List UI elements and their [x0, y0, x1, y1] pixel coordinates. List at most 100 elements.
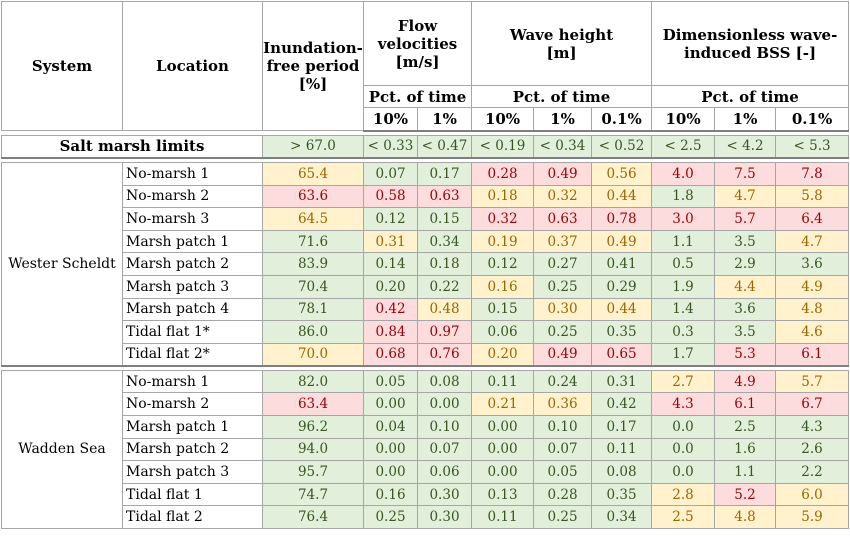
- value-cell: 0.07: [363, 162, 418, 186]
- location-cell: Marsh patch 2: [122, 252, 263, 276]
- value-cell: 4.3: [775, 415, 850, 439]
- value-cell: 0.12: [363, 207, 418, 231]
- value-cell: 6.1: [775, 342, 850, 367]
- value-cell: 63.6: [262, 184, 364, 209]
- pct-flow-1: 1%: [416, 107, 473, 132]
- value-cell: 1.4: [651, 297, 716, 322]
- value-cell: 0.18: [416, 252, 473, 276]
- location-cell: No-marsh 2: [122, 392, 263, 417]
- value-cell: 6.7: [775, 392, 850, 417]
- value-cell: 0.15: [416, 207, 473, 231]
- value-cell: 0.00: [471, 415, 535, 439]
- value-cell: 2.5: [651, 505, 716, 529]
- value-cell: 0.20: [471, 342, 535, 367]
- value-cell: 4.8: [714, 505, 777, 529]
- value-cell: 0.25: [363, 505, 418, 529]
- value-cell: 71.6: [262, 229, 364, 254]
- value-cell: 0.29: [591, 274, 653, 299]
- value-cell: 4.6: [775, 320, 850, 344]
- value-cell: 0.22: [416, 274, 473, 299]
- value-cell: 0.32: [471, 207, 535, 231]
- value-cell: 0.44: [591, 297, 653, 322]
- value-cell: 0.25: [533, 274, 593, 299]
- value-cell: 76.4: [262, 505, 364, 529]
- value-cell: 0.30: [416, 505, 473, 529]
- value-cell: 0.42: [363, 297, 418, 322]
- value-cell: 0.63: [416, 184, 473, 209]
- value-cell: 5.9: [775, 505, 850, 529]
- value-cell: 0.18: [471, 184, 535, 209]
- value-cell: 0.31: [363, 229, 418, 254]
- pct-wave-01: 0.1%: [591, 107, 653, 132]
- value-cell: 0.13: [471, 482, 535, 507]
- value-cell: 0.07: [416, 437, 473, 462]
- value-cell: 94.0: [262, 437, 364, 462]
- pct-wave-10: 10%: [471, 107, 535, 132]
- value-cell: 0.12: [471, 252, 535, 276]
- value-cell: 2.5: [714, 415, 777, 439]
- value-cell: 65.4: [262, 162, 364, 186]
- value-cell: 0.11: [471, 505, 535, 529]
- value-cell: 0.30: [533, 297, 593, 322]
- value-cell: 4.8: [775, 297, 850, 322]
- value-cell: 0.11: [591, 437, 653, 462]
- value-cell: 5.7: [775, 369, 850, 394]
- value-cell: 0.41: [591, 252, 653, 276]
- value-cell: 1.1: [651, 229, 716, 254]
- value-cell: 3.6: [714, 297, 777, 322]
- location-cell: Marsh patch 3: [122, 274, 263, 299]
- value-cell: 0.05: [363, 369, 418, 394]
- value-cell: 86.0: [262, 320, 364, 344]
- value-cell: 0.25: [533, 320, 593, 344]
- limit-value: < 2.5: [651, 134, 716, 159]
- value-cell: 0.06: [471, 320, 535, 344]
- value-cell: 0.34: [416, 229, 473, 254]
- value-cell: 0.0: [651, 415, 716, 439]
- value-cell: 0.78: [591, 207, 653, 231]
- value-cell: 6.1: [714, 392, 777, 417]
- limit-value: < 0.33: [363, 134, 418, 159]
- location-cell: Marsh patch 1: [122, 415, 263, 439]
- value-cell: 0.07: [533, 437, 593, 462]
- value-cell: 0.63: [533, 207, 593, 231]
- value-cell: 0.00: [471, 437, 535, 462]
- location-cell: Marsh patch 2: [122, 437, 263, 462]
- bss-header: Dimensionless wave- induced BSS [-]: [651, 1, 850, 86]
- value-cell: 6.0: [775, 482, 850, 507]
- value-cell: 0.14: [363, 252, 418, 276]
- value-cell: 82.0: [262, 369, 364, 394]
- inundation-header: Inundation- free period [%]: [262, 1, 364, 131]
- value-cell: 0.00: [363, 460, 418, 484]
- value-cell: 0.65: [591, 342, 653, 367]
- value-cell: 0.56: [591, 162, 653, 186]
- value-cell: 70.0: [262, 342, 364, 367]
- pct-bss-01: 0.1%: [775, 107, 850, 132]
- value-cell: 0.17: [591, 415, 653, 439]
- value-cell: 0.5: [651, 252, 716, 276]
- value-cell: 0.28: [533, 482, 593, 507]
- value-cell: 0.00: [363, 392, 418, 417]
- table-row: Wester Scheldt No-marsh 1 65.4 0.07 0.17 0.28…: [1, 161, 850, 367]
- value-cell: 0.68: [363, 342, 418, 367]
- value-cell: 0.21: [471, 392, 535, 417]
- table-row: Marsh patch 4 78.1 0.42 0.48 0.15 0.30 0.44 1.4…: [2, 297, 850, 322]
- value-cell: 0.37: [533, 229, 593, 254]
- value-cell: 7.8: [775, 162, 850, 186]
- value-cell: 0.76: [416, 342, 473, 367]
- value-cell: 0.48: [416, 297, 473, 322]
- value-cell: 1.7: [651, 342, 716, 367]
- value-cell: 5.3: [714, 342, 777, 367]
- value-cell: 0.0: [651, 437, 716, 462]
- location-cell: No-marsh 1: [122, 369, 263, 394]
- value-cell: 1.8: [651, 184, 716, 209]
- value-cell: 0.16: [471, 274, 535, 299]
- value-cell: 0.49: [533, 162, 593, 186]
- table-row: Tidal flat 1* 86.0 0.84 0.97 0.06 0.25 0.35 0.3…: [2, 320, 850, 344]
- salt-marsh-limits-row: Salt marsh limits > 67.0 < 0.33 < 0.47 < 0.…: [1, 134, 850, 159]
- value-cell: 0.15: [471, 297, 535, 322]
- value-cell: 0.34: [591, 505, 653, 529]
- value-cell: 5.7: [714, 207, 777, 231]
- table-row: Marsh patch 2 83.9 0.14 0.18 0.12 0.27 0.41 0.5…: [2, 252, 850, 276]
- value-cell: 0.44: [591, 184, 653, 209]
- value-cell: 6.4: [775, 207, 850, 231]
